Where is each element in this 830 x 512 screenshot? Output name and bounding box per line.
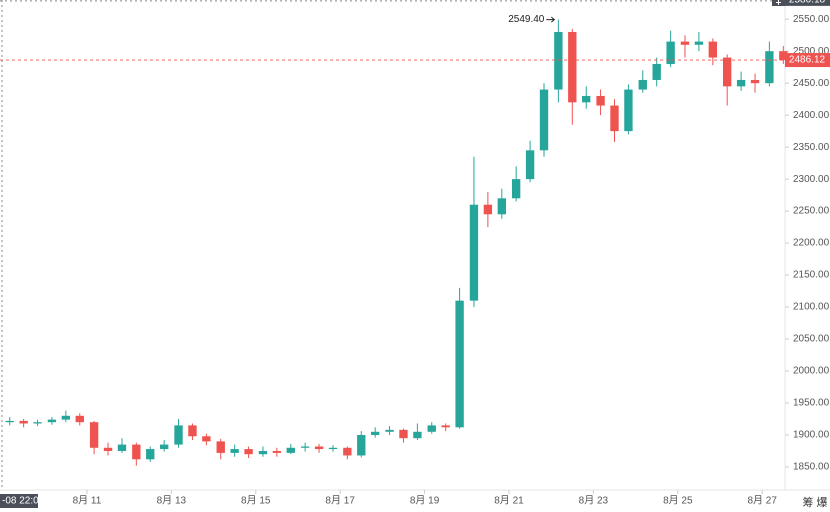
candle-body <box>343 447 352 456</box>
candle-body <box>103 447 113 451</box>
x-tick-label: 8月 17 <box>325 495 355 507</box>
candle-body <box>47 419 57 423</box>
y-tick-label: 2200.00 <box>793 238 830 249</box>
candle-body <box>483 204 493 215</box>
candle-body <box>357 434 366 456</box>
candle-body <box>188 425 197 437</box>
candle-body <box>132 444 141 460</box>
candle-body <box>300 446 310 448</box>
candle-body <box>19 420 28 424</box>
crosshair-price-box <box>785 0 830 6</box>
candle-body <box>497 198 506 215</box>
candle-body <box>624 89 633 132</box>
candle-body <box>680 41 690 45</box>
candle-body <box>413 431 422 439</box>
add-icon <box>776 0 781 5</box>
x-tick-label: 8月 13 <box>157 495 187 507</box>
x-tick-label: 8月 27 <box>747 495 777 507</box>
candle-body <box>371 431 380 435</box>
candle-body <box>146 449 155 460</box>
candle-body <box>469 204 479 301</box>
crosshair-price-label: 2580.18 <box>789 0 826 6</box>
candle-body <box>159 444 169 450</box>
y-tick-label: 2100.00 <box>793 302 830 313</box>
candle-body <box>596 95 605 106</box>
last-price-label: 2486.12 <box>789 55 826 66</box>
candle-body <box>554 31 563 90</box>
high-label: 2549.40 <box>508 14 545 25</box>
x-tick-label: 8月 25 <box>663 495 693 507</box>
candle-body <box>258 450 268 455</box>
candle-body <box>117 444 127 451</box>
candle-body <box>75 415 84 423</box>
candle-body <box>328 447 338 450</box>
last-price-box <box>785 53 830 68</box>
tool-button[interactable]: 筹 <box>803 495 814 509</box>
candle-body <box>244 449 253 455</box>
candle-body <box>610 105 619 132</box>
x-tick-label: 8月 21 <box>494 495 524 507</box>
candle-body <box>511 179 521 199</box>
crosshair-time-label: -08 22:00 <box>2 496 45 507</box>
y-tick-label: 2450.00 <box>793 78 830 89</box>
x-tick-label: 8月 15 <box>241 495 271 507</box>
candle-body <box>750 79 760 84</box>
candle-body <box>694 41 704 45</box>
candle-body <box>539 89 549 151</box>
candle-body <box>708 41 718 58</box>
y-tick-label: 2500.00 <box>793 46 830 57</box>
candle-body <box>427 425 436 432</box>
candle-body <box>455 300 464 428</box>
candle-body <box>399 429 408 439</box>
candle-body <box>202 436 211 442</box>
y-tick-label: 2300.00 <box>793 174 830 185</box>
candle-body <box>765 51 774 84</box>
candle-body <box>723 57 732 87</box>
candle-body <box>272 450 282 453</box>
candle-body <box>33 422 42 424</box>
candle-body <box>89 422 99 448</box>
y-tick-label: 1900.00 <box>793 430 830 441</box>
x-tick-label: 8月 19 <box>410 495 440 507</box>
high-arrow <box>546 16 556 23</box>
x-tick-label: 8月 23 <box>579 495 609 507</box>
candle-body <box>568 31 577 103</box>
candle-body <box>385 429 394 432</box>
tool-button[interactable]: 爆 <box>817 495 828 509</box>
y-tick-label: 2350.00 <box>793 142 830 153</box>
candle-body <box>174 425 183 445</box>
y-tick-label: 2000.00 <box>793 366 830 377</box>
y-tick-label: 2150.00 <box>793 270 830 281</box>
candle-body <box>5 420 14 423</box>
candle-body <box>230 449 239 453</box>
candle-body <box>666 41 675 64</box>
candle-body <box>216 441 225 453</box>
candle-body <box>61 415 71 420</box>
candle-body <box>314 446 324 450</box>
y-tick-label: 1950.00 <box>793 398 830 409</box>
x-tick-label: 8月 11 <box>73 495 102 507</box>
crosshair-time-box <box>0 494 38 508</box>
y-tick-label: 1850.00 <box>793 462 830 473</box>
candle-body <box>441 425 450 428</box>
y-tick-label: 2550.00 <box>793 14 830 25</box>
candle-body <box>779 51 788 61</box>
candle-body <box>525 150 535 180</box>
candle-body <box>652 63 661 80</box>
candle-body <box>638 79 647 90</box>
candle-body <box>286 447 295 453</box>
candle-body <box>736 79 746 87</box>
y-tick-label: 2050.00 <box>793 334 830 345</box>
y-tick-label: 2400.00 <box>793 110 830 121</box>
y-tick-label: 2250.00 <box>793 206 830 217</box>
candle-body <box>582 95 591 103</box>
